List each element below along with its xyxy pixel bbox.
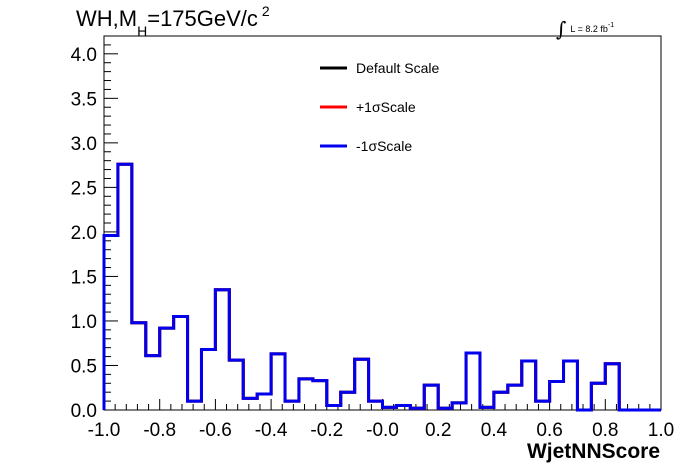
plot-title: WH,MH=175GeV/c 2 xyxy=(76,3,270,39)
integral-symbol: ∫ xyxy=(556,17,567,41)
x-tick-label: 1.0 xyxy=(648,420,674,441)
y-tick-label: 2.5 xyxy=(71,178,97,199)
title-subscript: H xyxy=(137,23,148,39)
x-axis-label: WjetNNScore xyxy=(526,440,660,463)
lumi-superscript: -1 xyxy=(607,22,615,29)
legend-label: Default Scale xyxy=(356,60,439,76)
x-tick-label: -0.0 xyxy=(366,420,399,441)
y-tick-label: 4.0 xyxy=(71,45,97,66)
y-tick-label: 0.5 xyxy=(71,356,97,377)
title-superscript: 2 xyxy=(261,3,270,19)
x-tick-label: -0.4 xyxy=(255,420,288,441)
legend-label: -1σScale xyxy=(356,138,412,154)
y-tick-label: 1.5 xyxy=(71,267,97,288)
title-prefix: WH,M xyxy=(76,6,138,31)
luminosity-label: ∫ L = 8.2 fb-1 xyxy=(556,13,615,41)
x-tick-label: -0.2 xyxy=(310,420,343,441)
x-tick-label: 0.8 xyxy=(592,420,618,441)
y-tick-label: 0.0 xyxy=(71,401,97,422)
x-tick-label: -0.8 xyxy=(143,420,176,441)
y-tick-label: 3.5 xyxy=(71,89,97,110)
lumi-text: L = 8.2 fb xyxy=(570,24,608,34)
legend-label: +1σScale xyxy=(356,99,416,115)
y-tick-label: 1.0 xyxy=(71,312,97,333)
series-line-3 xyxy=(102,162,661,412)
title-value: =175GeV/c xyxy=(147,6,258,31)
x-tick-label: -1.0 xyxy=(88,420,121,441)
x-tick-label: -0.6 xyxy=(199,420,232,441)
x-tick-label: 0.2 xyxy=(425,420,451,441)
x-tick-label: 0.6 xyxy=(536,420,562,441)
y-tick-label: 3.0 xyxy=(71,134,97,155)
x-tick-label: 0.4 xyxy=(481,420,508,441)
y-tick-label: 2.0 xyxy=(71,223,97,244)
